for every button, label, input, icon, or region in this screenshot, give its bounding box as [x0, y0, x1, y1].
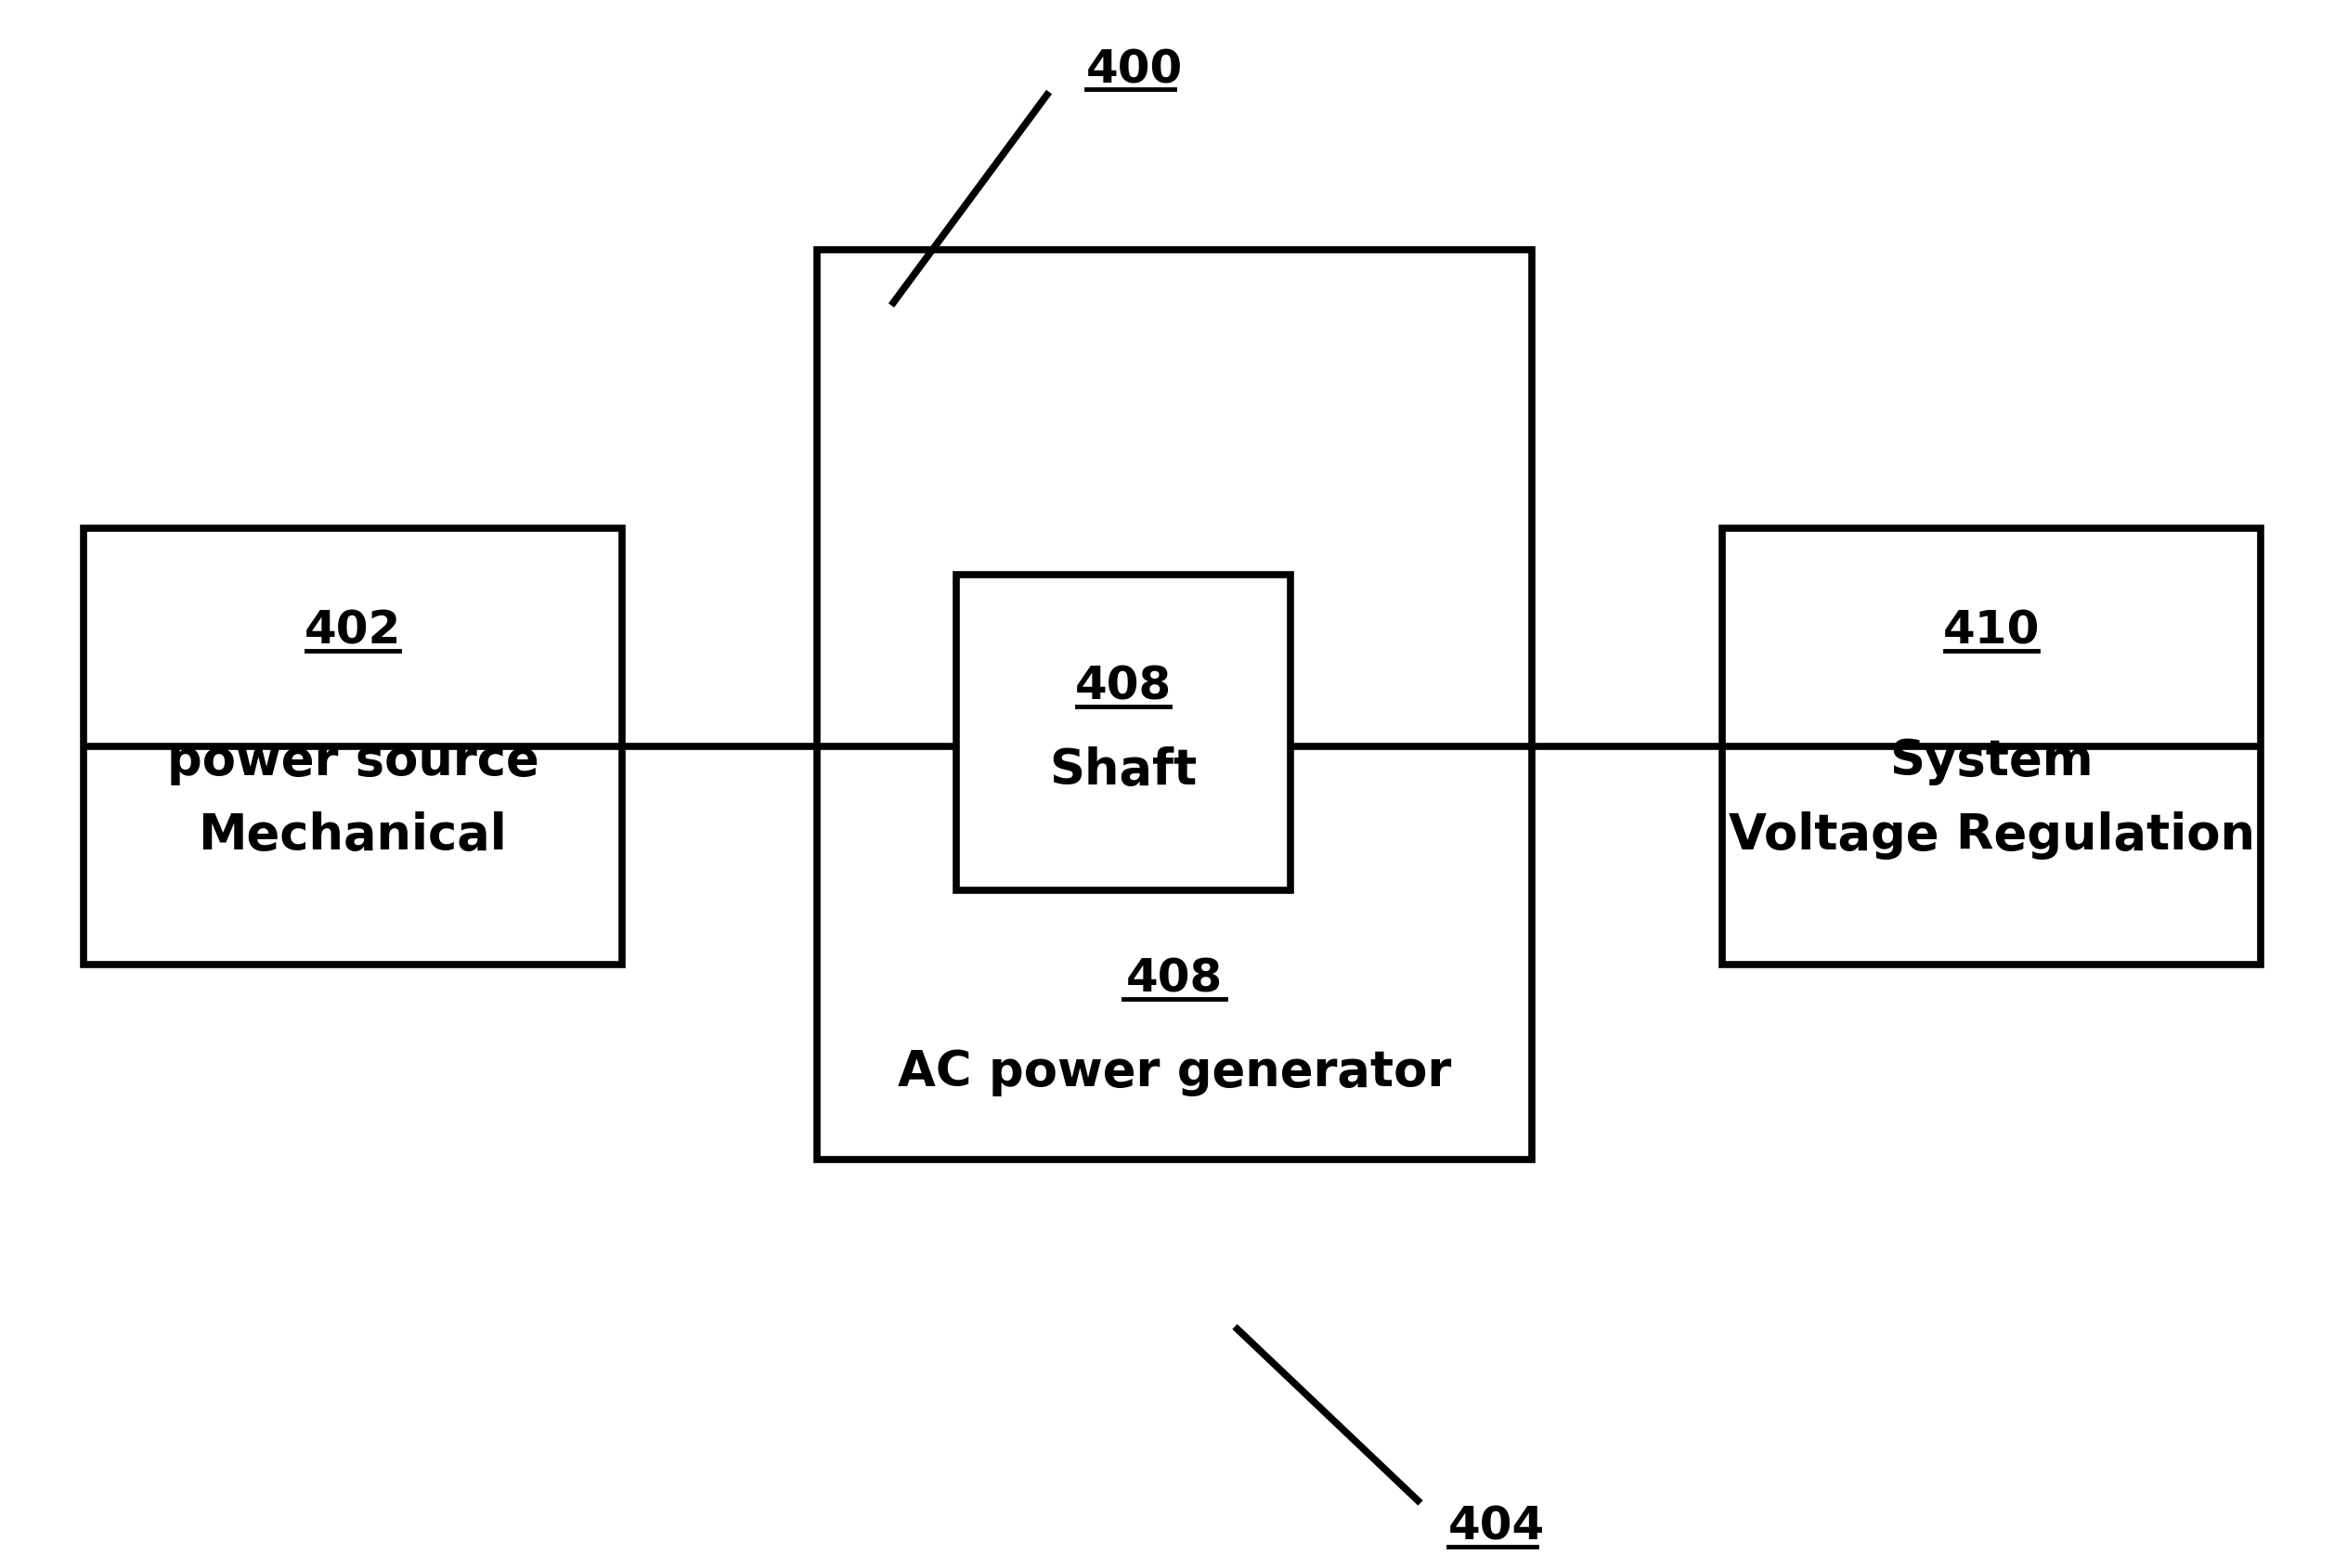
Text: power source: power source — [167, 737, 540, 786]
Text: 408: 408 — [1127, 956, 1223, 1000]
Text: AC power generator: AC power generator — [897, 1047, 1450, 1096]
Text: 402: 402 — [305, 608, 401, 654]
Text: 410: 410 — [1943, 608, 2040, 654]
Bar — [955, 575, 1291, 891]
Text: Voltage Regulation: Voltage Regulation — [1727, 811, 2255, 859]
Bar — [817, 251, 1533, 1160]
Bar — [1723, 528, 2260, 964]
Text: System: System — [1889, 737, 2094, 786]
Text: 404: 404 — [1448, 1504, 1544, 1549]
Text: 400: 400 — [1087, 47, 1183, 93]
Bar — [84, 528, 622, 964]
Text: Mechanical: Mechanical — [199, 811, 507, 859]
Text: Shaft: Shaft — [1049, 746, 1197, 795]
Text: 408: 408 — [1075, 665, 1171, 709]
